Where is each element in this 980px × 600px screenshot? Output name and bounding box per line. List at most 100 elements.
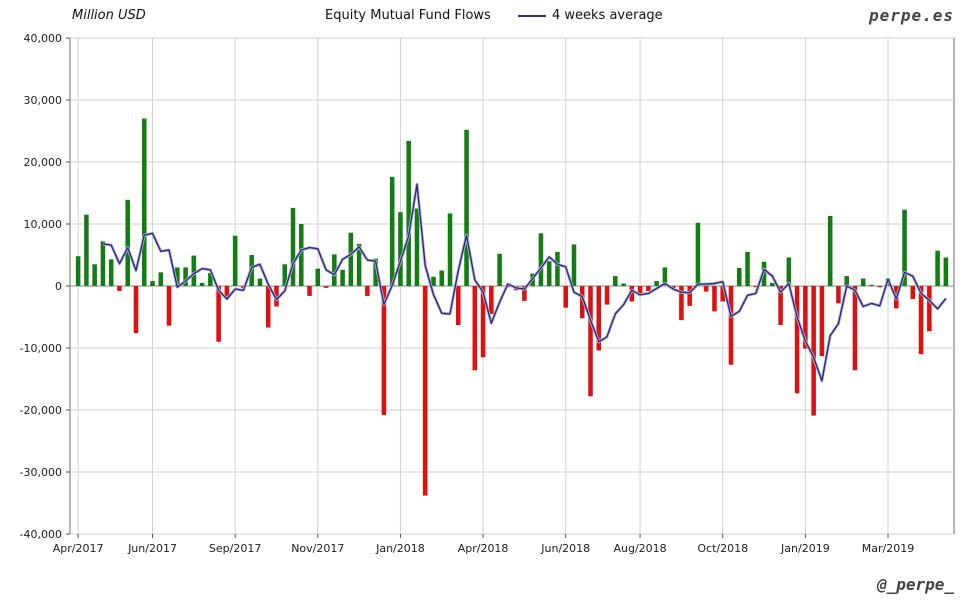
bar <box>546 261 552 286</box>
bar <box>555 251 560 286</box>
bar <box>92 264 97 286</box>
bar <box>844 276 849 286</box>
bar <box>183 267 188 286</box>
bar <box>803 286 808 349</box>
bar <box>869 284 874 286</box>
bar <box>117 286 122 291</box>
bar <box>811 286 816 416</box>
bar <box>480 286 486 358</box>
brand-watermark: perpe.es <box>868 6 954 25</box>
x-tick-label: Sep/2017 <box>209 542 261 555</box>
bar <box>158 272 164 286</box>
x-tick-label: Jan/2018 <box>375 542 425 555</box>
bar <box>108 259 114 286</box>
bar <box>456 286 461 326</box>
legend-line-swatch <box>518 14 546 17</box>
bar <box>141 118 147 286</box>
bar <box>332 254 337 286</box>
bar <box>290 207 296 286</box>
legend-label: 4 weeks average <box>552 8 663 23</box>
bar <box>84 214 89 286</box>
bar <box>877 286 883 288</box>
bar <box>852 286 858 371</box>
y-tick-label: -20,000 <box>20 404 62 417</box>
bar <box>175 267 180 286</box>
bar <box>712 286 717 312</box>
average-line-series <box>102 182 948 383</box>
bar <box>703 286 709 292</box>
bar <box>943 257 949 286</box>
bar <box>315 268 321 286</box>
bar <box>604 286 610 305</box>
bar <box>786 257 792 286</box>
average-line <box>102 183 947 382</box>
bar <box>398 212 403 286</box>
bar <box>282 264 288 286</box>
bar <box>935 250 940 286</box>
x-tick-label: Aug/2018 <box>614 542 667 555</box>
bar <box>389 176 395 286</box>
bar <box>563 286 568 308</box>
bar <box>274 286 279 307</box>
y-tick-label: 10,000 <box>24 218 63 231</box>
bar <box>298 224 304 286</box>
x-tick-label: Jun/2018 <box>540 542 590 555</box>
social-handle: @_perpe_ <box>876 575 954 594</box>
x-tick-label: Nov/2017 <box>291 542 344 555</box>
chart-title: Equity Mutual Fund Flows <box>325 8 491 23</box>
bar <box>75 256 81 286</box>
bar <box>199 282 205 286</box>
bar <box>596 286 602 351</box>
y-tick-label: 0 <box>55 280 62 293</box>
bar <box>356 243 362 286</box>
bar <box>414 208 420 286</box>
bar <box>224 286 230 297</box>
bar <box>406 140 411 286</box>
y-tick-label: -10,000 <box>20 342 62 355</box>
bar <box>819 286 825 357</box>
y-tick-label: -40,000 <box>20 528 62 541</box>
bar <box>489 286 494 314</box>
bar <box>497 253 502 286</box>
y-tick-label: -30,000 <box>20 466 62 479</box>
bar <box>348 232 354 286</box>
bar <box>621 283 626 286</box>
bar <box>191 255 197 286</box>
bar <box>662 267 668 286</box>
y-axis-unit-label: Million USD <box>72 8 146 23</box>
bar <box>257 278 263 286</box>
bar <box>133 286 139 334</box>
bar <box>654 281 659 286</box>
x-tick-label: Apr/2018 <box>458 542 509 555</box>
bar <box>579 286 585 319</box>
bar <box>613 276 618 286</box>
bar <box>794 286 800 394</box>
bar <box>588 286 593 397</box>
bar <box>770 282 775 286</box>
bar <box>571 244 577 286</box>
bar <box>208 272 213 286</box>
bar <box>753 286 759 288</box>
bar <box>125 199 130 286</box>
bar <box>381 286 387 415</box>
bar <box>447 213 453 286</box>
bar <box>918 286 924 355</box>
bar <box>422 286 428 496</box>
bar <box>720 286 726 302</box>
bar <box>166 286 172 326</box>
bar-series <box>75 118 949 496</box>
bar <box>778 286 783 326</box>
bar <box>439 270 445 286</box>
bar <box>150 281 155 286</box>
bar <box>538 233 544 286</box>
bar <box>100 241 106 286</box>
bar <box>736 268 742 286</box>
x-tick-label: Mar/2019 <box>862 542 914 555</box>
x-tick-label: Jan/2019 <box>780 542 830 555</box>
bar <box>323 286 329 288</box>
bar <box>927 286 932 332</box>
y-tick-label: 20,000 <box>24 156 63 169</box>
bar <box>216 286 221 342</box>
x-axis-ticks: Apr/2017 Jun/2017 Sep/2017 Nov/2017 Jan/2018… <box>53 534 914 555</box>
